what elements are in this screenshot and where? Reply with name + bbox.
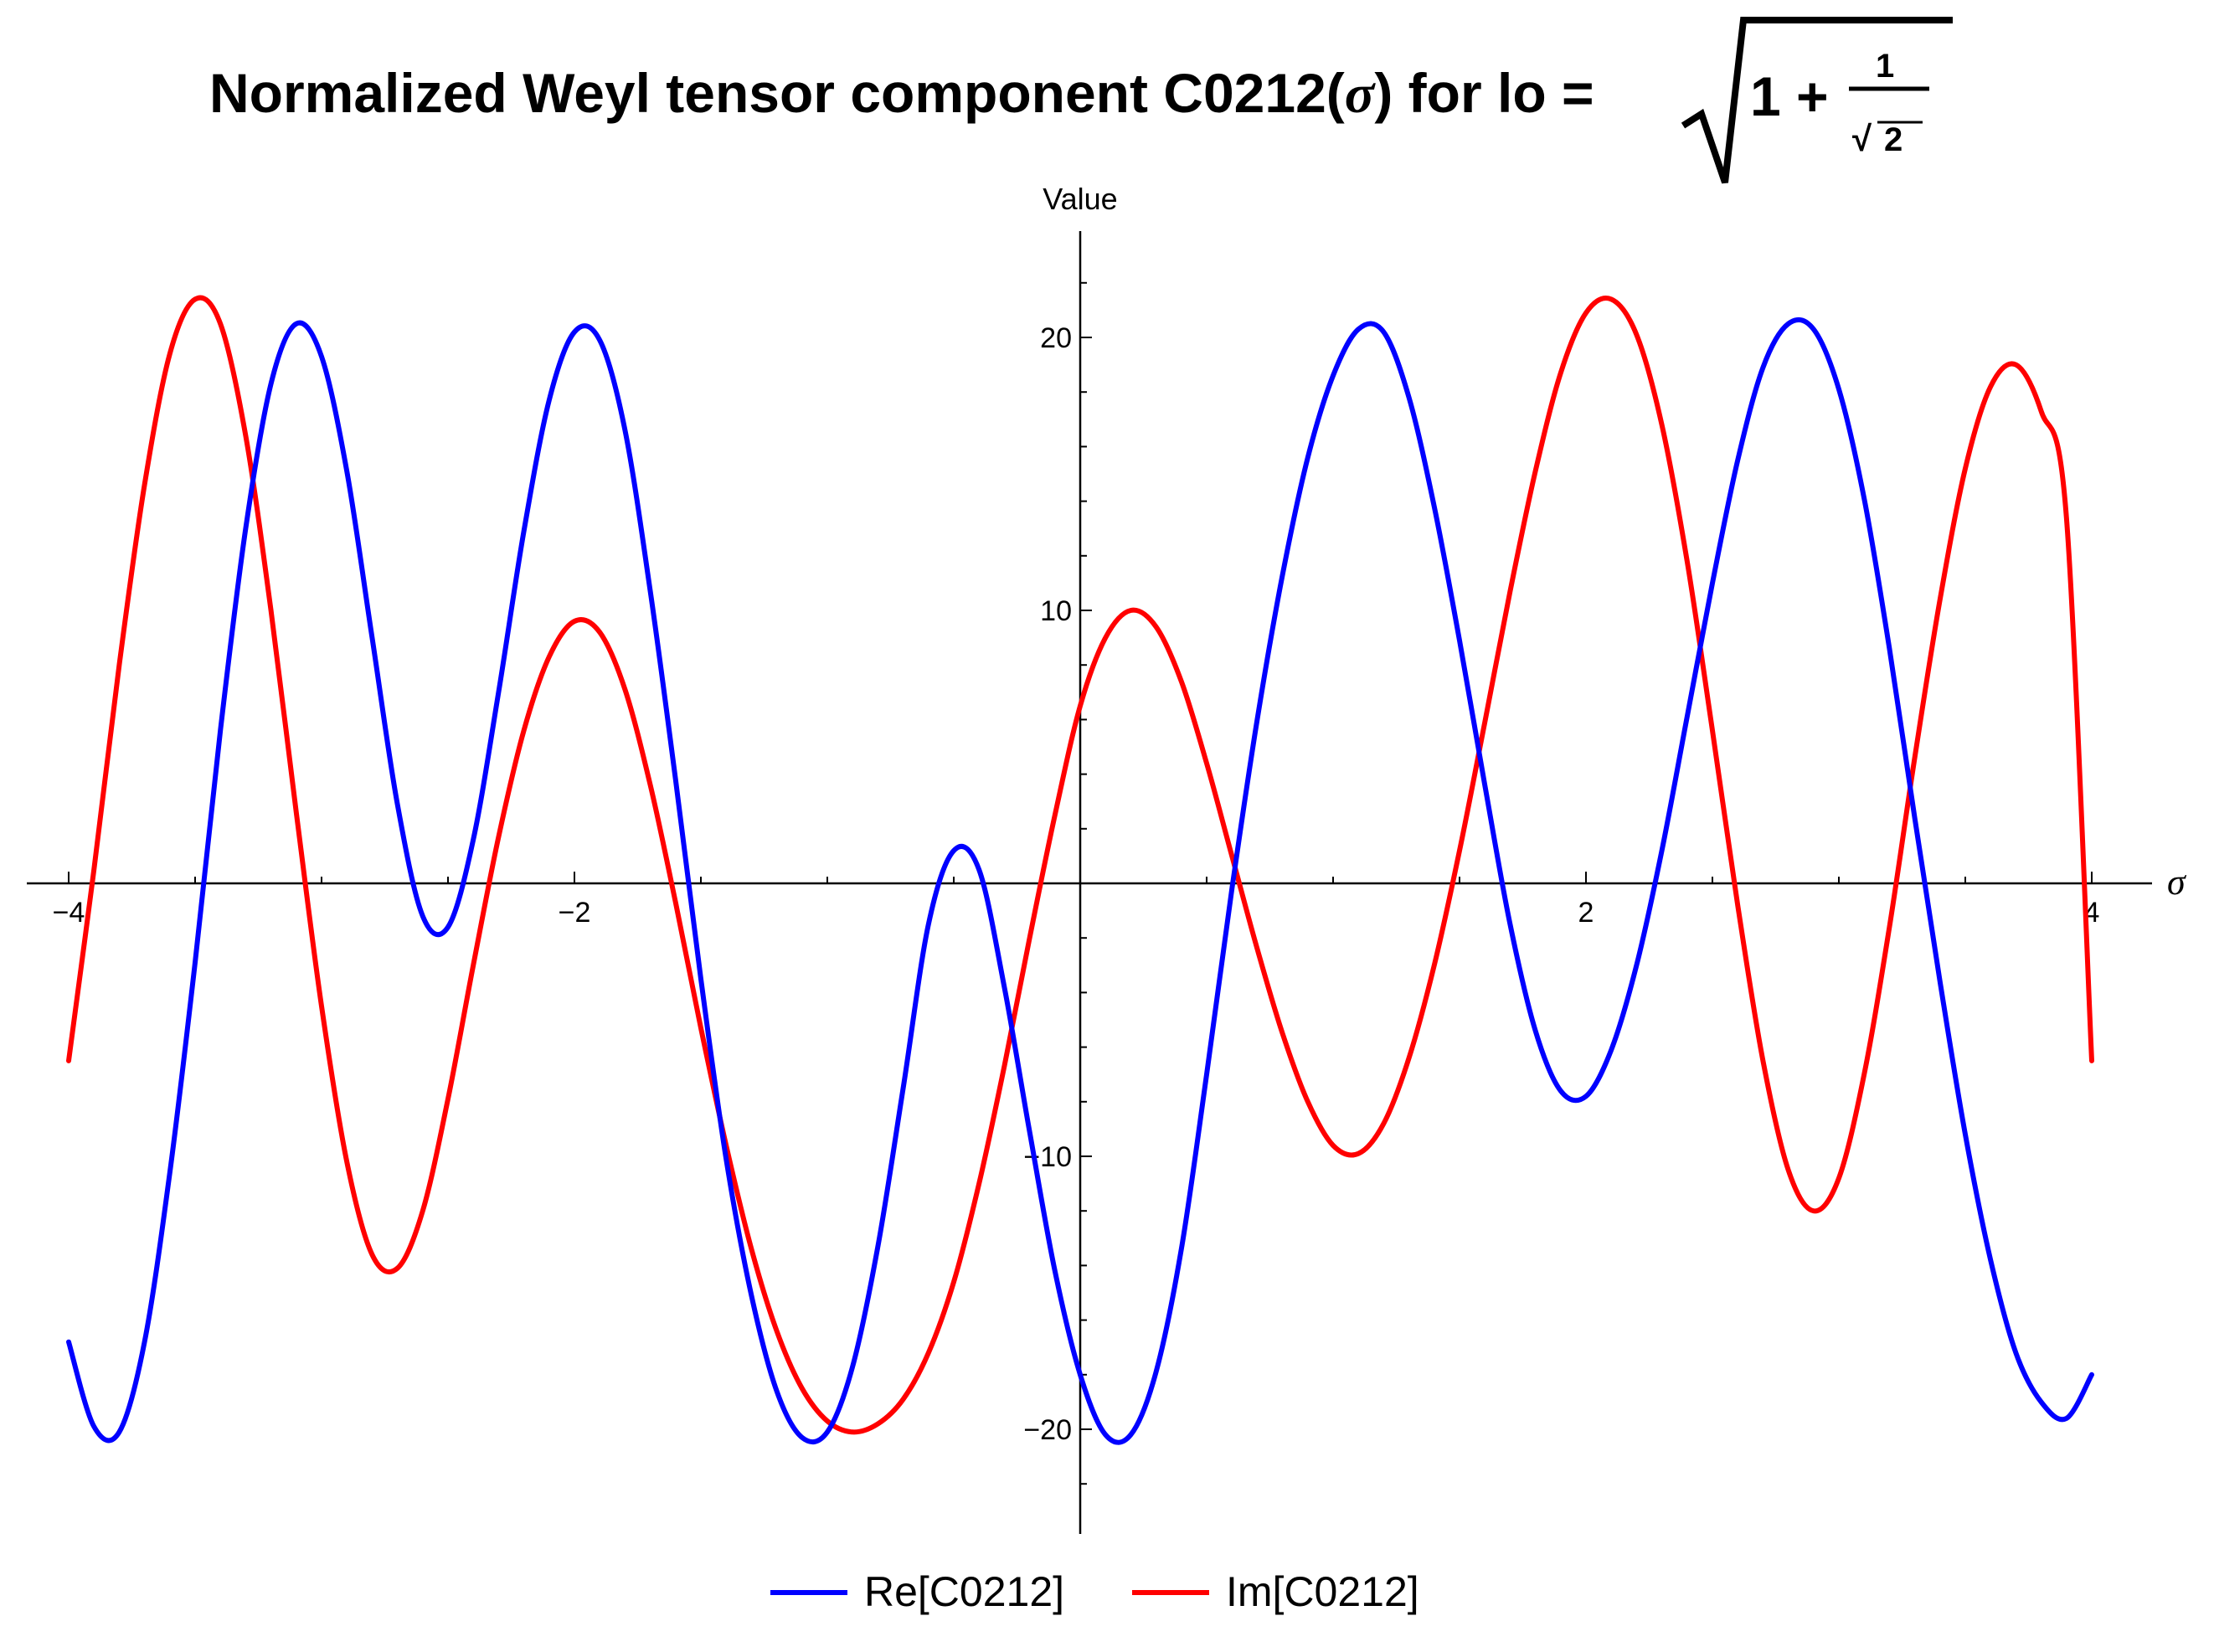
y-tick-label: −20 (1023, 1414, 1072, 1446)
svg-text:Normalized Weyl tensor compone: Normalized Weyl tensor component C0212(σ… (209, 62, 1594, 125)
legend-label: Im[C0212] (1226, 1568, 1419, 1615)
legend: Re[C0212] Im[C0212] (770, 1568, 1419, 1615)
title-frac-numerator: 1 (1876, 48, 1894, 85)
x-tick-label: −2 (559, 897, 591, 929)
title-sigma: σ (1345, 64, 1377, 125)
y-tick-label: 10 (1040, 595, 1072, 627)
title-frac-denominator: 2 (1884, 121, 1902, 158)
title-prefix: Normalized Weyl tensor component C0212( (209, 62, 1345, 124)
y-tick-label: 20 (1040, 322, 1072, 354)
axes (27, 231, 2152, 1534)
legend-label: Re[C0212] (864, 1568, 1064, 1615)
series-layer (66, 295, 2094, 1445)
x-tick-label: −4 (53, 897, 85, 929)
title-suffix: ) for lo = (1374, 62, 1594, 124)
series-line-re-c0212 (66, 317, 2094, 1445)
radical-sign (1681, 17, 1953, 184)
x-tick-label: 2 (1578, 897, 1594, 929)
y-axis-label: Value (1043, 182, 1117, 216)
title-one-plus: 1 + (1750, 65, 1829, 127)
title-frac-root: √ (1852, 119, 1872, 158)
series-line-im-c0212 (66, 295, 2094, 1435)
chart-title: Normalized Weyl tensor component C0212(σ… (209, 17, 1953, 184)
x-axis-label: σ (2167, 862, 2187, 903)
